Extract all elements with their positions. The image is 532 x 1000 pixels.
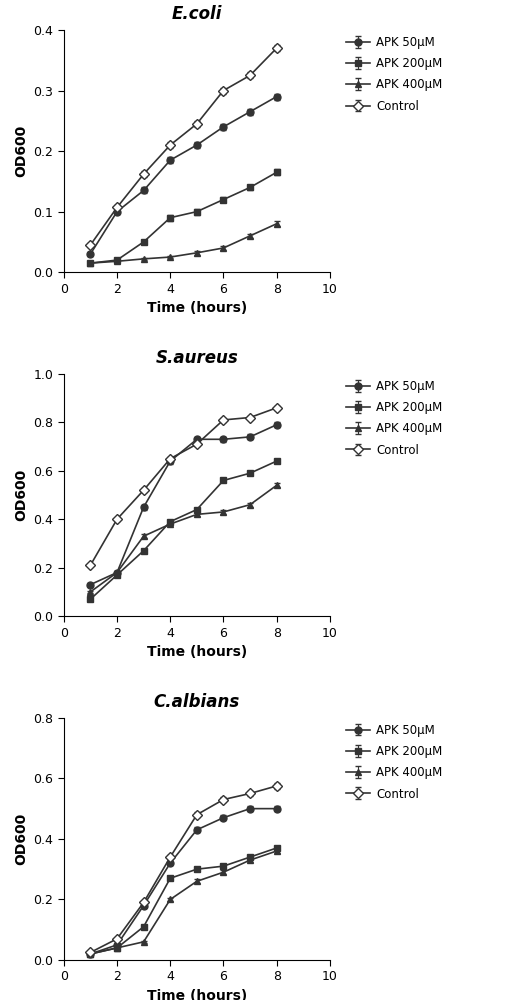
Title: C.albians: C.albians bbox=[154, 693, 240, 711]
X-axis label: Time (hours): Time (hours) bbox=[147, 301, 247, 315]
Y-axis label: OD600: OD600 bbox=[14, 813, 28, 865]
Legend: APK 50μM, APK 200μM, APK 400μM, Control: APK 50μM, APK 200μM, APK 400μM, Control bbox=[346, 36, 442, 113]
X-axis label: Time (hours): Time (hours) bbox=[147, 989, 247, 1000]
X-axis label: Time (hours): Time (hours) bbox=[147, 645, 247, 659]
Title: S.aureus: S.aureus bbox=[155, 349, 238, 367]
Legend: APK 50μM, APK 200μM, APK 400μM, Control: APK 50μM, APK 200μM, APK 400μM, Control bbox=[346, 724, 442, 801]
Title: E.coli: E.coli bbox=[172, 5, 222, 23]
Legend: APK 50μM, APK 200μM, APK 400μM, Control: APK 50μM, APK 200μM, APK 400μM, Control bbox=[346, 380, 442, 457]
Y-axis label: OD600: OD600 bbox=[14, 469, 28, 521]
Y-axis label: OD600: OD600 bbox=[14, 125, 28, 177]
